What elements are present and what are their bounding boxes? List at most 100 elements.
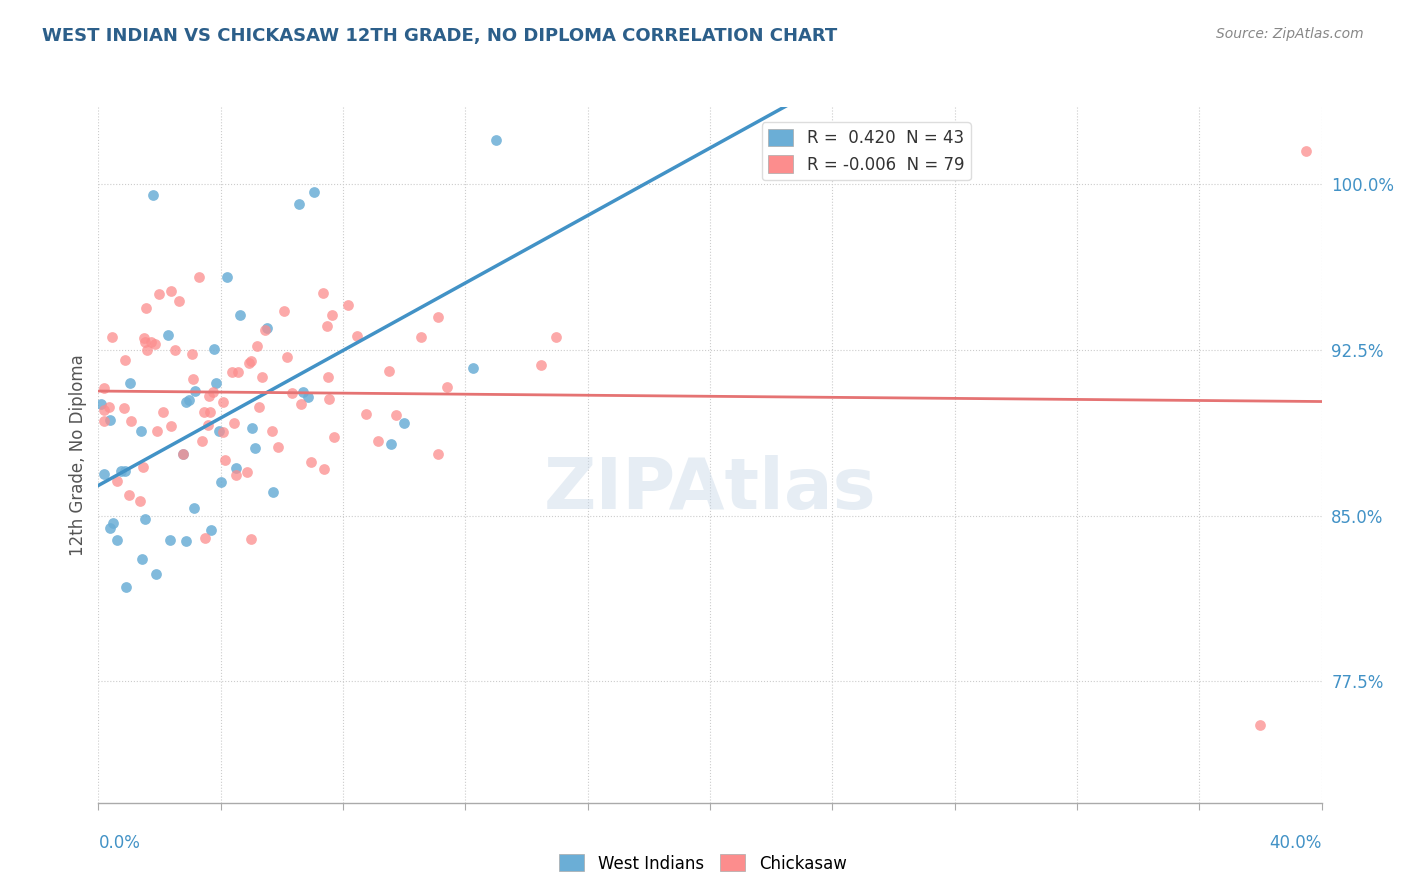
Y-axis label: 12th Grade, No Diploma: 12th Grade, No Diploma <box>69 354 87 556</box>
Point <box>321 308 343 322</box>
Point <box>240 421 263 435</box>
Point <box>240 532 263 546</box>
Point <box>90 397 112 411</box>
Point <box>287 196 309 211</box>
Point <box>392 416 415 430</box>
Point <box>1250 718 1272 732</box>
Point <box>174 534 197 549</box>
Point <box>318 392 340 406</box>
Point <box>136 343 159 357</box>
Point <box>184 384 207 399</box>
Point <box>134 335 156 350</box>
Point <box>143 337 166 351</box>
Point <box>157 328 180 343</box>
Point <box>239 353 262 368</box>
Point <box>181 372 204 386</box>
Point <box>297 390 319 404</box>
Point <box>378 363 401 377</box>
Point <box>177 392 200 407</box>
Point <box>212 395 235 409</box>
Point <box>427 447 450 461</box>
Point <box>132 331 155 345</box>
Point <box>132 460 155 475</box>
Point <box>93 467 115 482</box>
Point <box>98 400 121 414</box>
Point <box>225 467 247 482</box>
Text: Source: ZipAtlas.com: Source: ZipAtlas.com <box>1216 27 1364 41</box>
Point <box>436 380 458 394</box>
Point <box>160 419 183 434</box>
Point <box>292 384 315 399</box>
Point <box>114 353 136 368</box>
Point <box>103 516 125 530</box>
Point <box>208 425 231 439</box>
Point <box>135 301 157 315</box>
Point <box>221 365 243 379</box>
Point <box>323 430 346 444</box>
Point <box>214 453 236 467</box>
Point <box>212 425 235 440</box>
Point <box>114 464 136 478</box>
Point <box>98 412 121 426</box>
Point <box>200 523 222 537</box>
Point <box>1295 145 1317 159</box>
Point <box>380 437 402 451</box>
Point <box>197 389 219 403</box>
Point <box>256 321 278 335</box>
Point <box>201 384 224 399</box>
Point <box>93 381 115 395</box>
Point <box>426 310 449 324</box>
Point <box>222 417 245 431</box>
Point <box>314 461 336 475</box>
Point <box>160 284 183 298</box>
Point <box>193 405 215 419</box>
Point <box>112 401 135 415</box>
Point <box>172 447 194 461</box>
Point <box>191 434 214 449</box>
Point <box>485 133 508 147</box>
Point <box>273 303 295 318</box>
Point <box>120 413 142 427</box>
Point <box>159 533 181 548</box>
Point <box>267 441 290 455</box>
Point <box>118 376 141 391</box>
Point <box>254 323 277 337</box>
Point <box>110 464 132 478</box>
Text: 40.0%: 40.0% <box>1270 834 1322 852</box>
Point <box>315 319 337 334</box>
Point <box>194 532 217 546</box>
Point <box>290 397 312 411</box>
Point <box>93 414 115 428</box>
Point <box>346 328 368 343</box>
Point <box>181 347 204 361</box>
Point <box>117 487 139 501</box>
Point <box>197 417 219 432</box>
Point <box>129 493 152 508</box>
Point <box>105 474 128 488</box>
Point <box>262 425 284 439</box>
Point <box>134 512 156 526</box>
Point <box>229 308 252 322</box>
Point <box>167 294 190 309</box>
Point <box>141 334 163 349</box>
Point <box>302 185 325 199</box>
Point <box>187 270 209 285</box>
Point <box>299 455 322 469</box>
Point <box>98 521 121 535</box>
Point <box>243 441 266 455</box>
Point <box>235 465 257 479</box>
Point <box>129 424 152 438</box>
Point <box>142 188 165 202</box>
Point <box>101 330 124 344</box>
Point <box>276 350 298 364</box>
Point <box>215 270 238 285</box>
Text: 0.0%: 0.0% <box>98 834 141 852</box>
Point <box>114 580 136 594</box>
Legend: R =  0.420  N = 43, R = -0.006  N = 79: R = 0.420 N = 43, R = -0.006 N = 79 <box>762 122 970 180</box>
Point <box>281 385 304 400</box>
Point <box>209 475 232 489</box>
Point <box>105 533 128 547</box>
Point <box>463 360 485 375</box>
Point <box>247 401 270 415</box>
Point <box>202 342 225 356</box>
